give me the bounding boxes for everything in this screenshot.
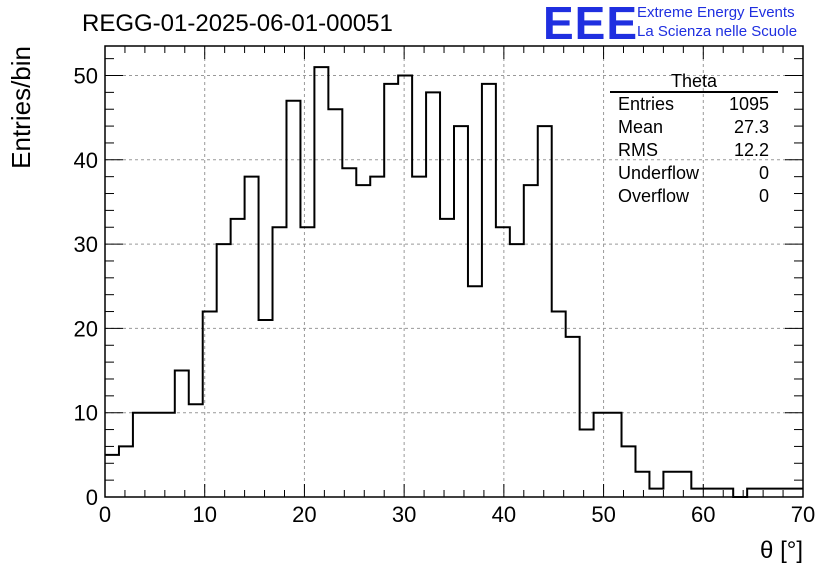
y-axis-label: Entries/bin [6,46,36,169]
x-tick-label: 40 [492,502,516,527]
plot-frame [104,45,804,498]
stats-value: 0 [758,186,769,206]
axis-ticks [104,46,804,498]
tick-labels: 0 10 20 30 40 50 60 70 0 10 20 30 40 50 [74,64,816,527]
stats-title: Theta [610,71,778,93]
stats-row-overflow: Overflow 0 [610,185,778,208]
y-tick-label: 50 [74,64,98,89]
eee-logo-text: Extreme Energy Events La Scienza nelle S… [637,3,797,41]
x-tick-label: 10 [192,502,216,527]
x-tick-label: 60 [691,502,715,527]
y-tick-label: 40 [74,148,98,173]
y-tick-label: 10 [74,401,98,426]
stats-label: Overflow [618,186,690,206]
x-tick-label: 0 [99,502,111,527]
logo-line-1: Extreme Energy Events [637,4,795,21]
histogram-series-theta [105,66,803,498]
stats-label: Mean [618,117,664,137]
stats-label: Underflow [618,163,700,183]
stats-value: 0 [758,163,769,183]
y-tick-label: 30 [74,232,98,257]
x-tick-label: 50 [591,502,615,527]
y-tick-label: 0 [86,485,98,510]
x-axis-label: θ [°] [760,537,803,564]
stats-row-mean: Mean 27.3 [610,116,778,139]
stats-label: RMS [618,140,658,160]
stats-row-entries: Entries 1095 [610,93,778,116]
stats-box: Theta Entries 1095 Mean 27.3 RMS 12.2 Un… [610,71,778,208]
x-tick-label: 70 [791,502,815,527]
y-tick-label: 20 [74,316,98,341]
chart-title: REGG-01-2025-06-01-00051 [82,10,393,37]
x-tick-label: 20 [292,502,316,527]
stats-value: 1095 [728,94,769,114]
eee-logo-mark: EEE [543,0,639,49]
stats-value: 27.3 [733,117,769,137]
x-tick-label: 30 [392,502,416,527]
logo-line-2: La Scienza nelle Scuole [637,23,798,40]
stats-label: Entries [618,94,675,114]
stats-row-underflow: Underflow 0 [610,162,778,185]
stats-row-rms: RMS 12.2 [610,139,778,162]
stats-value: 12.2 [733,140,769,160]
